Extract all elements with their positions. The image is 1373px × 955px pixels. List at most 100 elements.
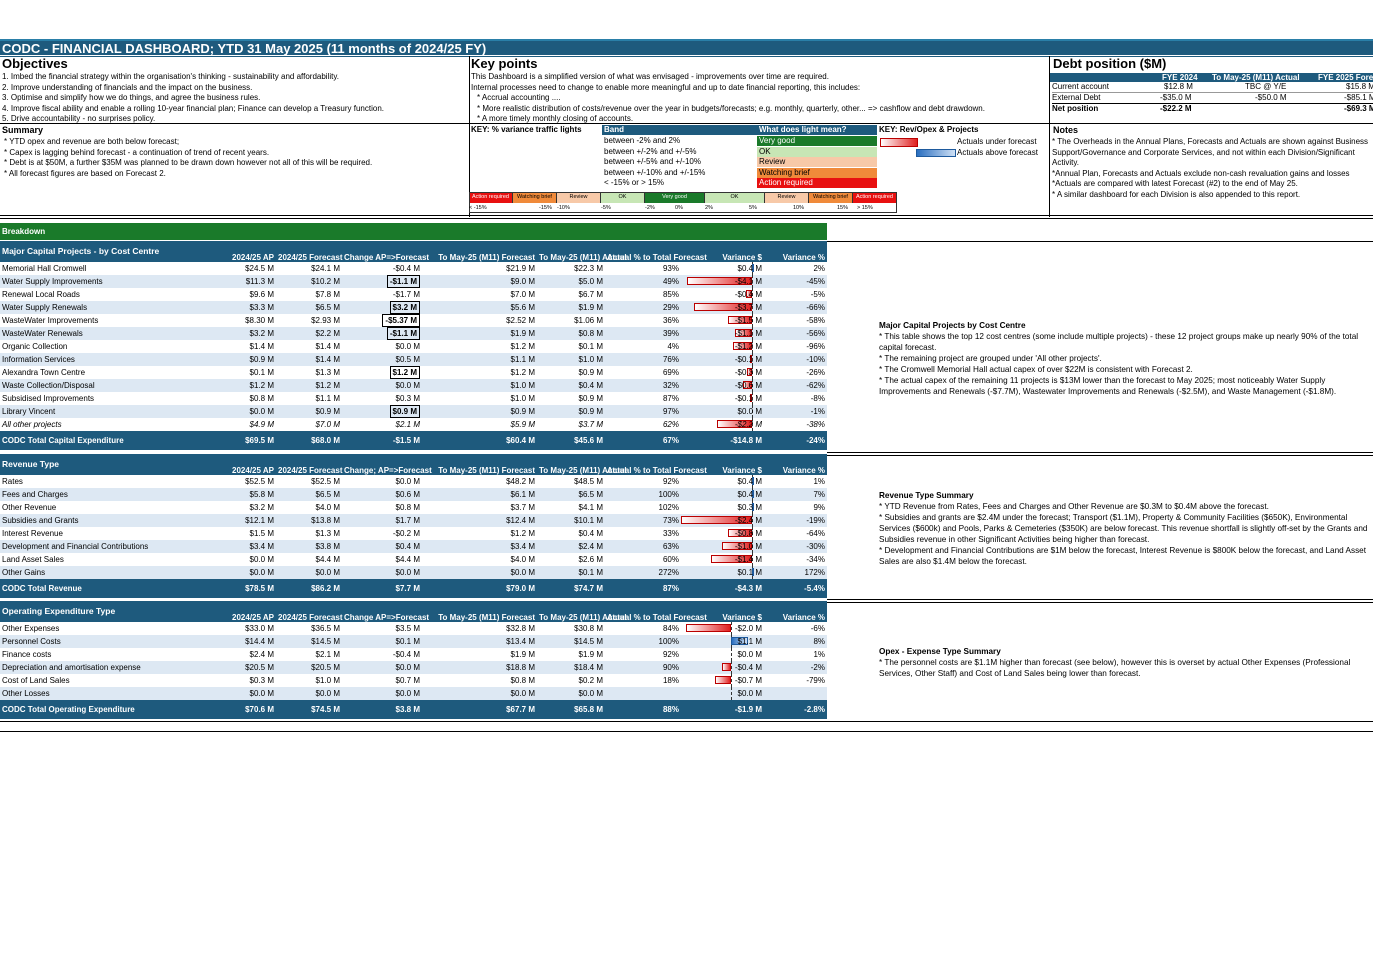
variance-cell: -$0.8 M — [681, 527, 764, 540]
ytd-forecast-value: $21.9 M — [506, 264, 535, 273]
table-row: Water Supply Renewals $3.3 M $6.5 M $3.2 M $… — [0, 301, 827, 314]
ytd-forecast-value: $2.52 M — [506, 316, 535, 325]
row-name: Water Supply Improvements — [0, 275, 230, 288]
forecast-value: $1.2 M — [276, 379, 342, 392]
table-row: Land Asset Sales $0.0 M $4.4 M $4.4 M $4.0 M… — [0, 553, 827, 566]
scale-tick: -10% — [557, 205, 570, 211]
key-points-list: This Dashboard is a simplified version o… — [471, 72, 985, 125]
forecast-value: $1.0 M — [315, 676, 340, 685]
variance-value: -$1.0 M — [734, 542, 762, 551]
row-name: Waste Collection/Disposal — [0, 379, 230, 392]
row-name: Memorial Hall Cromwell — [2, 264, 87, 273]
variance-bar-under — [742, 381, 752, 389]
variance-pct: -66% — [764, 301, 827, 314]
variance-cell: $0.4 M — [681, 475, 764, 488]
column-header: 2024/25 AP — [230, 454, 276, 475]
change-value: $1.7 M — [342, 514, 422, 527]
total-variance-pct: -5.4% — [764, 579, 827, 598]
column-header: Variance % — [764, 454, 827, 475]
debt-col-may25: To May-25 (M11) Actual — [1212, 73, 1300, 82]
forecast-value: $13.8 M — [276, 514, 342, 527]
ytd-actual-value: $0.9 M — [578, 394, 603, 403]
ap-value: $3.2 M — [249, 503, 274, 512]
column-header: Revenue Type — [0, 454, 230, 475]
change-value: $0.0 M — [395, 342, 420, 351]
total-ytd-actual: $65.8 M — [537, 700, 605, 719]
ap-value: $5.8 M — [230, 488, 276, 501]
variance-value: -$4.1 M — [734, 277, 762, 286]
total-ytd-forecast: $79.0 M — [422, 579, 537, 598]
key-point-item: * More realistic distribution of costs/r… — [477, 103, 985, 113]
column-header: Actual % to Total Forecast — [605, 601, 707, 622]
change-value: $0.3 M — [395, 394, 420, 403]
debt-row-net: Net position -$22.2 M -$69.3 M — [1052, 104, 1373, 114]
forecast-value: $1.1 M — [315, 394, 340, 403]
change-value: $0.4 M — [342, 540, 422, 553]
opex-note-heading: Opex - Expense Type Summary — [879, 647, 1001, 656]
variance-axis — [752, 353, 753, 366]
row-name: Water Supply Renewals — [0, 301, 230, 314]
row-name: Other Expenses — [2, 624, 60, 633]
revenue-note-heading: Revenue Type Summary — [879, 491, 974, 500]
ytd-forecast-value: $5.9 M — [510, 420, 535, 429]
key-light-text: OK — [757, 146, 877, 157]
total-variance: -$4.3 M — [681, 579, 764, 598]
variance-value: $0.4 M — [737, 264, 762, 273]
column-header: To May-25 (M11) Actual — [537, 241, 627, 262]
column-header: Variance % — [764, 601, 827, 622]
forecast-value: $4.0 M — [315, 503, 340, 512]
change-boxed-value: $3.2 M — [389, 301, 420, 314]
pct-value: 84% — [662, 624, 679, 633]
total-name: CODC Total Operating Expenditure — [0, 700, 230, 719]
table-row: Subsidised Improvements $0.8 M $1.1 M $0.3 … — [0, 392, 827, 405]
debt-row-value: -$69.3 M — [1344, 104, 1373, 113]
summary-item: * All forecast figures are based on Fore… — [4, 168, 166, 178]
scale-segment: Review — [765, 192, 809, 203]
ytd-forecast-value: $4.0 M — [510, 555, 535, 564]
debt-row-value: -$22.2 M — [1160, 104, 1192, 113]
row-name: Fees and Charges — [0, 488, 230, 501]
table-row: Other Revenue $3.2 M $4.0 M $0.8 M $3.7 M $4.… — [0, 501, 827, 514]
variance-axis — [752, 288, 753, 301]
variance-bar-under — [722, 542, 752, 550]
ytd-forecast-value: $0.0 M — [422, 566, 537, 579]
revenue-note: Revenue Type Summary * YTD Revenue from … — [879, 490, 1373, 567]
variance-value: -$0.8 M — [734, 529, 762, 538]
total-forecast: $74.5 M — [276, 700, 342, 719]
row-name: Information Services — [0, 353, 230, 366]
ap-value: $3.2 M — [230, 327, 276, 340]
capex-note-heading: Major Capital Projects by Cost Centre — [879, 321, 1026, 330]
variance-axis — [752, 275, 753, 288]
scale-tick: < -15% — [469, 205, 487, 211]
ap-value: $33.0 M — [245, 624, 274, 633]
row-name: Subsidies and Grants — [0, 514, 230, 527]
forecast-value: $7.8 M — [315, 290, 340, 299]
row-name: Other Revenue — [2, 503, 57, 512]
pct-value: 49% — [605, 275, 681, 288]
variance-cell: -$2.0 M — [681, 622, 764, 635]
variance-cell: $0.1 M — [681, 566, 764, 579]
key-points-heading: Key points — [471, 56, 538, 71]
variance-pct: -45% — [764, 275, 827, 288]
scale-segment: Review — [557, 192, 601, 203]
variance-cell: $0.0 M — [681, 648, 764, 661]
ytd-forecast-value: $3.4 M — [422, 540, 537, 553]
change-value: -$1.1 M — [342, 275, 422, 288]
column-header: To May-25 (M11) Actual — [537, 601, 627, 622]
table-row: Cost of Land Sales $0.3 M $1.0 M $0.7 M $0.8… — [0, 674, 827, 687]
variance-value: -$0.3 M — [734, 368, 762, 377]
variance-value: -$0.7 M — [734, 676, 762, 685]
under-forecast-swatch — [880, 138, 918, 147]
variance-axis — [731, 648, 732, 661]
variance-axis — [752, 379, 753, 392]
total-name: CODC Total Capital Expenditure — [0, 431, 230, 450]
forecast-value: $20.5 M — [276, 661, 342, 674]
scale-tick: -15% — [539, 205, 552, 211]
total-variance-pct: -24% — [764, 431, 827, 450]
debt-row-value: TBC @ Y/E — [1245, 82, 1287, 91]
scale-tick: 0% — [675, 205, 683, 211]
notes-list: * The Overheads in the Annual Plans, For… — [1052, 137, 1370, 200]
key-light-text: Action required — [757, 178, 877, 188]
table-row: Organic Collection $1.4 M $1.4 M $0.0 M $1.2… — [0, 340, 827, 353]
total-variance: -$14.8 M — [681, 431, 764, 450]
